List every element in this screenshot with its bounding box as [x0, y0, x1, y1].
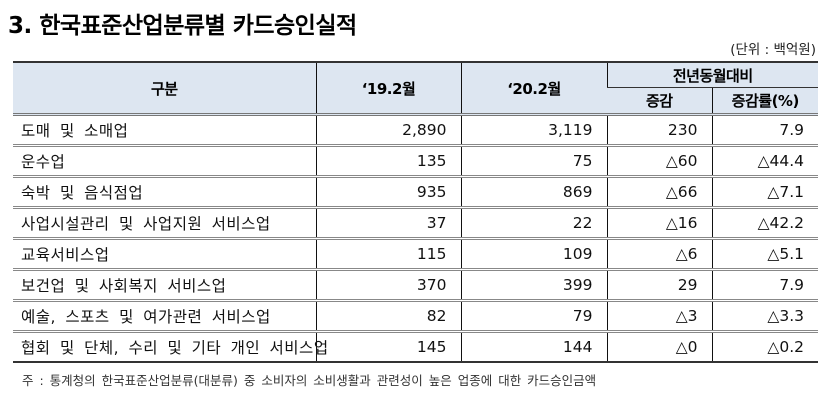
section-title: 3. 한국표준산업분류별 카드승인실적 [8, 13, 357, 39]
row-change: △16 [606, 207, 712, 240]
row-category: 교육서비스업 [13, 238, 316, 271]
row-change: △60 [606, 145, 712, 178]
row-curr: 109 [460, 238, 607, 271]
row-change: △0 [606, 331, 712, 363]
card-approval-table: 구분 ‘19.2월 ‘20.2월 전년동월대비 증감 증감률(%) 도매 및 소… [13, 61, 818, 363]
row-change: △3 [606, 300, 712, 333]
row-rate: △7.1 [711, 176, 818, 209]
row-prev: 370 [315, 269, 461, 302]
header-change-rate: 증감률(%) [711, 87, 818, 116]
unit-label: (단위 : 백억원) [730, 42, 816, 58]
row-curr: 22 [460, 207, 607, 240]
row-category: 도매 및 소매업 [13, 114, 316, 147]
row-rate: △0.2 [711, 331, 818, 363]
table-row: 교육서비스업 115 109 △6 △5.1 [13, 238, 818, 271]
footnote: 주 : 통계청의 한국표준산업분류(대분류) 중 소비자의 소비생활과 관련성이… [22, 373, 597, 388]
row-rate: △44.4 [711, 145, 818, 178]
table-row: 보건업 및 사회복지 서비스업 370 399 29 7.9 [13, 269, 818, 302]
table-row: 숙박 및 음식점업 935 869 △66 △7.1 [13, 176, 818, 209]
table-row: 협회 및 단체, 수리 및 기타 개인 서비스업 145 144 △0 △0.2 [13, 331, 818, 363]
row-change: △66 [606, 176, 712, 209]
row-prev: 935 [315, 176, 461, 209]
row-prev: 115 [315, 238, 461, 271]
header-prev-year: ‘19.2월 [315, 61, 461, 116]
row-curr: 3,119 [460, 114, 607, 147]
row-category: 사업시설관리 및 사업지원 서비스업 [13, 207, 316, 240]
row-curr: 869 [460, 176, 607, 209]
row-curr: 75 [460, 145, 607, 178]
row-prev: 37 [315, 207, 461, 240]
row-category: 협회 및 단체, 수리 및 기타 개인 서비스업 [13, 331, 328, 363]
row-prev: 135 [315, 145, 461, 178]
row-prev: 145 [315, 331, 461, 363]
row-prev: 82 [315, 300, 461, 333]
table-row: 예술, 스포츠 및 여가관련 서비스업 82 79 △3 △3.3 [13, 300, 818, 333]
table-row: 운수업 135 75 △60 △44.4 [13, 145, 818, 178]
row-rate: 7.9 [711, 114, 818, 147]
header-curr-year: ‘20.2월 [460, 61, 607, 116]
row-curr: 399 [460, 269, 607, 302]
header-change: 증감 [607, 87, 712, 116]
row-category: 운수업 [13, 145, 316, 178]
row-curr: 144 [460, 331, 607, 363]
row-change: 29 [606, 269, 712, 302]
row-rate: △3.3 [711, 300, 818, 333]
row-change: △6 [606, 238, 712, 271]
row-rate: △42.2 [711, 207, 818, 240]
header-yoy-group: 전년동월대비 [606, 61, 818, 88]
table-row: 사업시설관리 및 사업지원 서비스업 37 22 △16 △42.2 [13, 207, 818, 240]
row-category: 숙박 및 음식점업 [13, 176, 316, 209]
row-category: 보건업 및 사회복지 서비스업 [13, 269, 316, 302]
row-prev: 2,890 [315, 114, 461, 147]
table-row: 도매 및 소매업 2,890 3,119 230 7.9 [13, 114, 818, 147]
row-category: 예술, 스포츠 및 여가관련 서비스업 [13, 300, 316, 333]
header-category: 구분 [13, 61, 316, 116]
row-change: 230 [606, 114, 712, 147]
row-rate: △5.1 [711, 238, 818, 271]
row-rate: 7.9 [711, 269, 818, 302]
row-curr: 79 [460, 300, 607, 333]
